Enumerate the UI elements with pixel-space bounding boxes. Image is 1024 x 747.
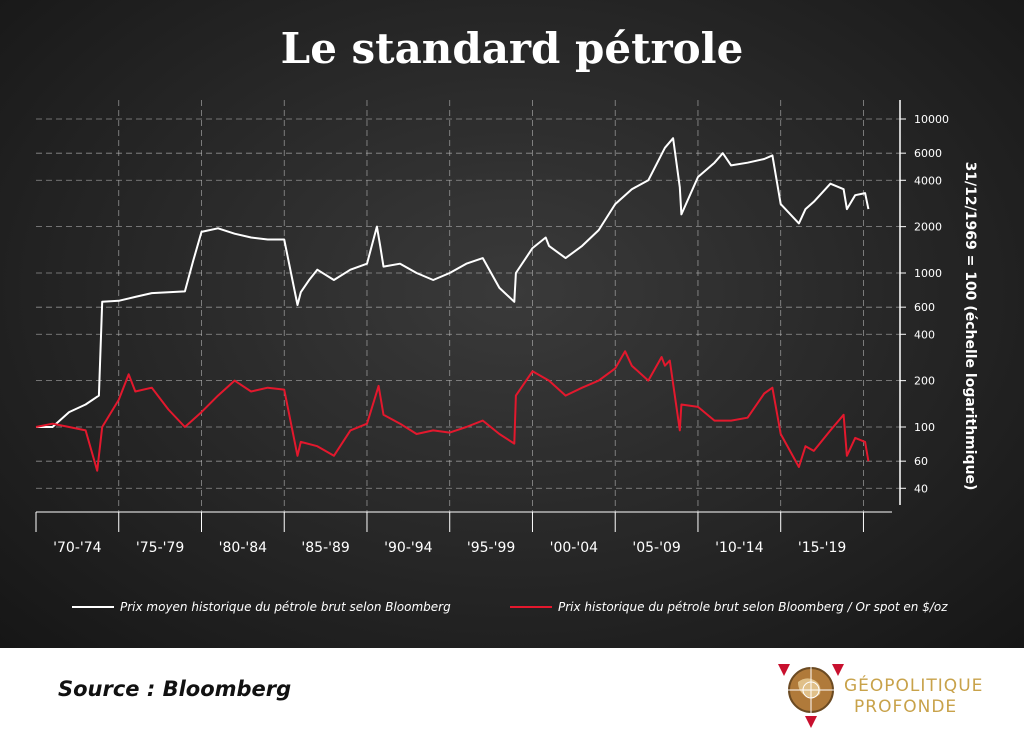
source-note: Source : Bloomberg — [58, 677, 292, 701]
legend-label-ratio: Prix historique du pétrole brut selon Bl… — [558, 600, 948, 614]
axes: 10000 6000 4000 2000 1000 600 400 200 100 60 40 '70… — [35, 100, 949, 556]
y-tick-label: 100 — [914, 421, 935, 434]
legend: Prix moyen historique du pétrole brut se… — [72, 600, 948, 614]
x-tick-label: '15-'19 — [798, 540, 846, 556]
x-tick-label: '85-'89 — [301, 540, 349, 556]
y-axis-label: 31/12/1969 = 100 (échelle logarithmique) — [962, 162, 978, 491]
y-tick-label: 40 — [914, 482, 928, 495]
oil-price-line — [36, 137, 870, 428]
chalkboard-background — [0, 0, 1024, 648]
oil-gold-ratio-line — [35, 350, 870, 472]
x-tick-label: '80-'84 — [219, 540, 267, 556]
y-tick-label: 4000 — [914, 174, 942, 187]
x-tick-label: '95-'99 — [467, 540, 515, 556]
x-tick-label: '10-'14 — [715, 540, 763, 556]
series-lines — [35, 137, 870, 472]
chart-title: Le standard pétrole — [281, 24, 744, 73]
y-tick-label: 10000 — [914, 113, 949, 126]
x-tick-label: '90-'94 — [384, 540, 432, 556]
y-tick-label: 1000 — [914, 267, 942, 280]
y-tick-label: 2000 — [914, 221, 942, 234]
logo-text-line2: PROFONDE — [854, 697, 958, 717]
y-tick-label: 400 — [914, 328, 935, 341]
y-tick-label: 60 — [914, 455, 928, 468]
x-tick-label: '70-'74 — [53, 540, 101, 556]
y-tick-label: 600 — [914, 301, 935, 314]
x-tick-label: '05-'09 — [632, 540, 680, 556]
legend-label-oil: Prix moyen historique du pétrole brut se… — [120, 600, 451, 614]
oil-chart: Le standard pétrole 10000600040002000100… — [35, 24, 978, 614]
geopolitique-profonde-logo: GÉOPOLITIQUE PROFONDE — [776, 660, 1006, 730]
grid-lines — [36, 100, 900, 512]
y-tick-label: 6000 — [914, 147, 942, 160]
logo-text-line1: GÉOPOLITIQUE — [844, 676, 984, 696]
y-tick-label: 200 — [914, 375, 935, 388]
x-tick-label: '75-'79 — [136, 540, 184, 556]
x-tick-label: '00-'04 — [550, 540, 598, 556]
globe-crosshair-icon — [778, 664, 844, 728]
